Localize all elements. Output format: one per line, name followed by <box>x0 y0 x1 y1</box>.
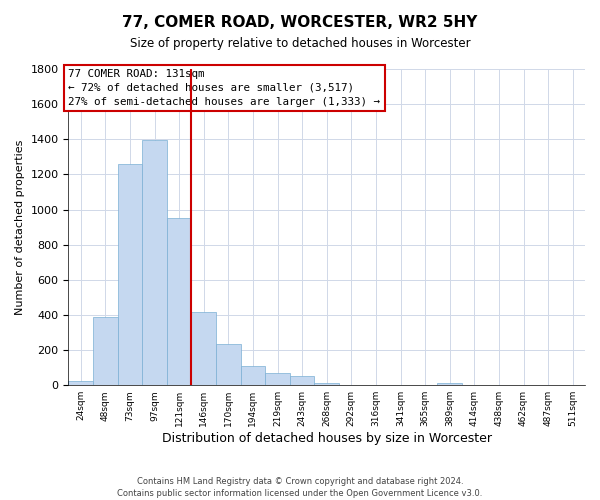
Text: Contains HM Land Registry data © Crown copyright and database right 2024.
Contai: Contains HM Land Registry data © Crown c… <box>118 476 482 498</box>
Text: 77 COMER ROAD: 131sqm
← 72% of detached houses are smaller (3,517)
27% of semi-d: 77 COMER ROAD: 131sqm ← 72% of detached … <box>68 69 380 107</box>
Bar <box>68 381 93 385</box>
Bar <box>93 316 118 385</box>
Bar <box>142 140 167 385</box>
Bar <box>290 376 314 385</box>
Bar <box>437 382 462 385</box>
Bar <box>167 218 191 385</box>
Bar <box>265 373 290 385</box>
Bar <box>216 344 241 385</box>
Bar <box>191 312 216 385</box>
Text: Size of property relative to detached houses in Worcester: Size of property relative to detached ho… <box>130 38 470 51</box>
Bar <box>314 382 339 385</box>
X-axis label: Distribution of detached houses by size in Worcester: Distribution of detached houses by size … <box>162 432 492 445</box>
Y-axis label: Number of detached properties: Number of detached properties <box>15 140 25 315</box>
Bar <box>118 164 142 385</box>
Bar <box>241 366 265 385</box>
Text: 77, COMER ROAD, WORCESTER, WR2 5HY: 77, COMER ROAD, WORCESTER, WR2 5HY <box>122 15 478 30</box>
